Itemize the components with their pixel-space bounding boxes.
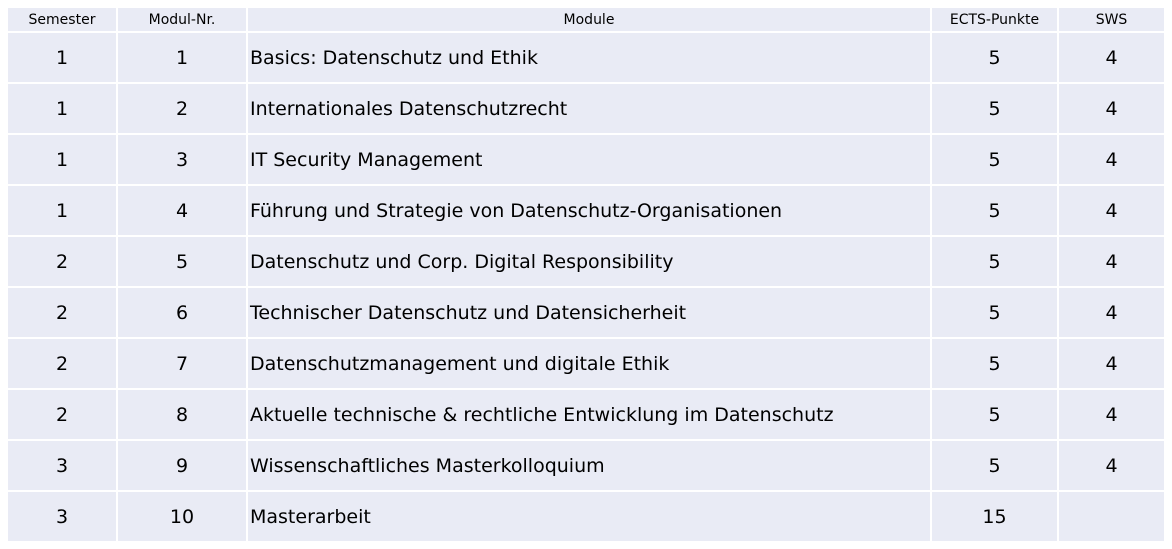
cell-module: Führung und Strategie von Datenschutz-Or… bbox=[248, 186, 930, 235]
cell-sws: 4 bbox=[1059, 237, 1164, 286]
table-row: 3 10 Masterarbeit 15 bbox=[8, 492, 1164, 541]
cell-module: Wissenschaftliches Masterkolloquium bbox=[248, 441, 930, 490]
table-row: 1 4 Führung und Strategie von Datenschutz-… bbox=[8, 186, 1164, 235]
table-row: 2 7 Datenschutzmanagement und digitale Eth… bbox=[8, 339, 1164, 388]
cell-semester: 1 bbox=[8, 84, 116, 133]
cell-sws: 4 bbox=[1059, 288, 1164, 337]
cell-sws: 4 bbox=[1059, 186, 1164, 235]
cell-ects: 5 bbox=[932, 33, 1057, 82]
cell-module: Datenschutz und Corp. Digital Responsibi… bbox=[248, 237, 930, 286]
cell-module: Basics: Datenschutz und Ethik bbox=[248, 33, 930, 82]
cell-modul-nr: 4 bbox=[118, 186, 246, 235]
cell-ects: 5 bbox=[932, 339, 1057, 388]
header-row: Semester Modul-Nr. Module ECTS-Punkte SWS bbox=[8, 8, 1164, 31]
table-row: 2 6 Technischer Datenschutz und Datensiche… bbox=[8, 288, 1164, 337]
cell-modul-nr: 6 bbox=[118, 288, 246, 337]
cell-ects: 5 bbox=[932, 441, 1057, 490]
cell-ects: 5 bbox=[932, 390, 1057, 439]
table-row: 3 9 Wissenschaftliches Masterkolloquium 5 4 bbox=[8, 441, 1164, 490]
cell-modul-nr: 7 bbox=[118, 339, 246, 388]
cell-semester: 3 bbox=[8, 492, 116, 541]
cell-module: Aktuelle technische & rechtliche Entwick… bbox=[248, 390, 930, 439]
cell-sws: 4 bbox=[1059, 33, 1164, 82]
cell-modul-nr: 9 bbox=[118, 441, 246, 490]
header-module: Module bbox=[248, 8, 930, 31]
cell-semester: 1 bbox=[8, 33, 116, 82]
cell-sws: 4 bbox=[1059, 84, 1164, 133]
cell-semester: 2 bbox=[8, 339, 116, 388]
table-row: 2 8 Aktuelle technische & rechtliche Entwi… bbox=[8, 390, 1164, 439]
cell-ects: 5 bbox=[932, 288, 1057, 337]
cell-modul-nr: 1 bbox=[118, 33, 246, 82]
cell-ects: 5 bbox=[932, 186, 1057, 235]
cell-semester: 3 bbox=[8, 441, 116, 490]
cell-module: Masterarbeit bbox=[248, 492, 930, 541]
cell-module: Datenschutzmanagement und digitale Ethik bbox=[248, 339, 930, 388]
cell-module: Internationales Datenschutzrecht bbox=[248, 84, 930, 133]
cell-ects: 15 bbox=[932, 492, 1057, 541]
table-row: 1 3 IT Security Management 5 4 bbox=[8, 135, 1164, 184]
table-row: 1 1 Basics: Datenschutz und Ethik 5 4 bbox=[8, 33, 1164, 82]
cell-sws: 4 bbox=[1059, 339, 1164, 388]
cell-semester: 2 bbox=[8, 390, 116, 439]
table-row: 1 2 Internationales Datenschutzrecht 5 4 bbox=[8, 84, 1164, 133]
cell-semester: 1 bbox=[8, 186, 116, 235]
header-semester: Semester bbox=[8, 8, 116, 31]
cell-module: Technischer Datenschutz und Datensicherh… bbox=[248, 288, 930, 337]
header-sws: SWS bbox=[1059, 8, 1164, 31]
cell-modul-nr: 8 bbox=[118, 390, 246, 439]
cell-ects: 5 bbox=[932, 135, 1057, 184]
cell-sws: 4 bbox=[1059, 390, 1164, 439]
table-row: 2 5 Datenschutz und Corp. Digital Responsi… bbox=[8, 237, 1164, 286]
cell-sws: 4 bbox=[1059, 135, 1164, 184]
cell-sws: 4 bbox=[1059, 441, 1164, 490]
cell-ects: 5 bbox=[932, 84, 1057, 133]
header-ects: ECTS-Punkte bbox=[932, 8, 1057, 31]
cell-semester: 2 bbox=[8, 288, 116, 337]
cell-modul-nr: 5 bbox=[118, 237, 246, 286]
cell-semester: 1 bbox=[8, 135, 116, 184]
cell-sws bbox=[1059, 492, 1164, 541]
cell-ects: 5 bbox=[932, 237, 1057, 286]
cell-module: IT Security Management bbox=[248, 135, 930, 184]
cell-semester: 2 bbox=[8, 237, 116, 286]
cell-modul-nr: 3 bbox=[118, 135, 246, 184]
cell-modul-nr: 10 bbox=[118, 492, 246, 541]
cell-modul-nr: 2 bbox=[118, 84, 246, 133]
header-modul-nr: Modul-Nr. bbox=[118, 8, 246, 31]
